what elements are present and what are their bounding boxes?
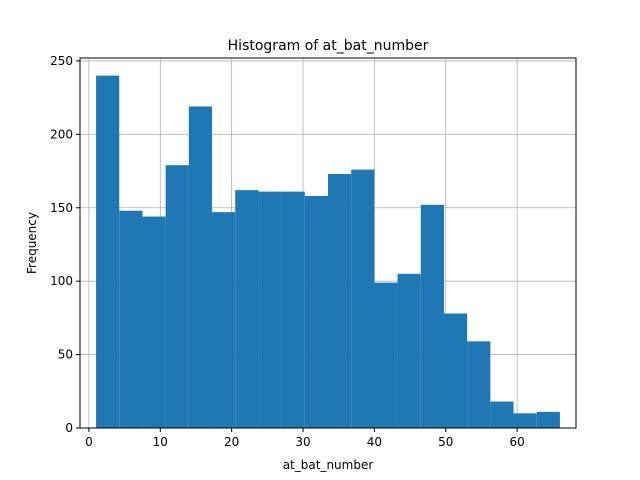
histogram-bar [235, 190, 259, 428]
histogram-bar [420, 204, 444, 428]
histogram-bar [536, 411, 560, 428]
histogram-bar [467, 341, 491, 428]
histogram-bar [142, 216, 166, 428]
x-tick-label: 0 [85, 435, 93, 449]
y-axis-label: Frequency [25, 212, 39, 274]
y-tick-label: 200 [50, 127, 73, 141]
histogram-bar [374, 282, 398, 428]
histogram-bar [351, 169, 375, 429]
x-tick-label: 30 [295, 435, 310, 449]
histogram-bar [513, 413, 537, 428]
y-axis-ticks: 0 50 100 150 200 250 [50, 54, 80, 435]
histogram-bar [212, 212, 236, 428]
histogram-bar [119, 210, 143, 428]
y-tick-label: 100 [50, 274, 73, 288]
x-tick-label: 40 [367, 435, 382, 449]
histogram-bar [165, 165, 189, 428]
y-tick-label: 150 [50, 201, 73, 215]
histogram-bar [490, 401, 514, 428]
y-tick-label: 50 [58, 348, 73, 362]
x-tick-label: 60 [509, 435, 524, 449]
x-tick-label: 50 [438, 435, 453, 449]
x-axis-label: at_bat_number [283, 458, 374, 472]
histogram-bar [281, 191, 305, 428]
x-tick-label: 20 [224, 435, 239, 449]
histogram-bar [397, 273, 421, 428]
plot-frame [79, 57, 577, 429]
histogram-bar [96, 75, 120, 428]
histogram-bar [188, 106, 213, 428]
histogram-bar [258, 191, 282, 428]
histogram-bar [328, 173, 352, 428]
chart-title: Histogram of at_bat_number [228, 38, 429, 54]
y-tick-label: 250 [50, 54, 73, 68]
x-axis-ticks: 0 10 20 30 40 50 60 [85, 428, 525, 449]
histogram-bars [96, 75, 560, 429]
x-tick-label: 10 [153, 435, 168, 449]
histogram-bar [304, 196, 328, 428]
y-tick-label: 0 [65, 421, 73, 435]
histogram-bar [443, 313, 468, 428]
